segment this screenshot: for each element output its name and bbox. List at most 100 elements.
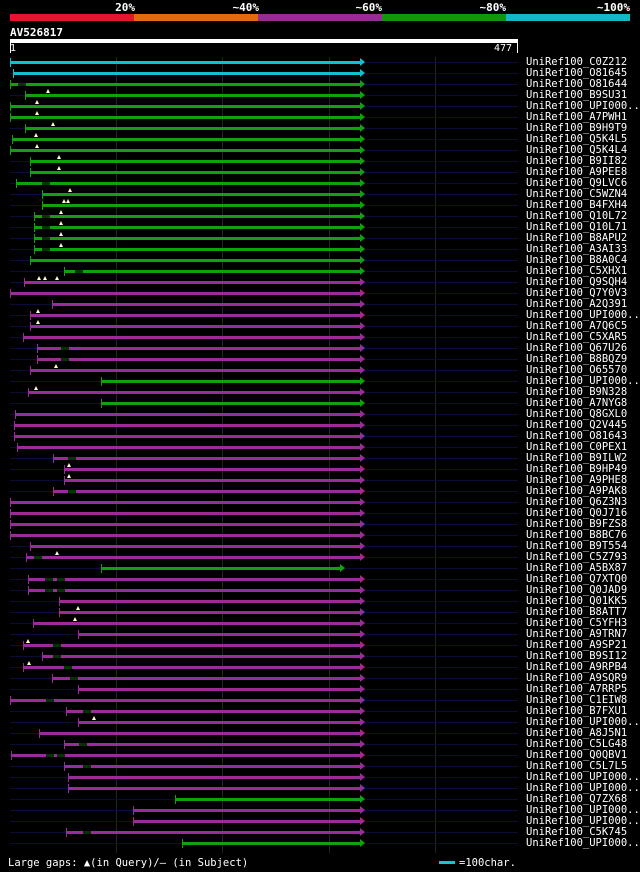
hit-row[interactable]: UniRef100_B8BQZ9 (0, 353, 640, 365)
hit-label[interactable]: UniRef100_B8BQZ9 (526, 353, 628, 365)
hit-bar[interactable] (14, 435, 360, 438)
hit-label[interactable]: UniRef100_B9FZS8 (526, 518, 628, 530)
hit-row[interactable]: UniRef100_C0PEX1 (0, 441, 640, 453)
hit-label[interactable]: UniRef100_A9TRN7 (526, 628, 628, 640)
hit-row[interactable]: UniRef100_A7RRP5 (0, 683, 640, 695)
hit-bar[interactable] (10, 534, 360, 537)
hit-bar[interactable] (14, 424, 360, 427)
hit-row[interactable]: UniRef100_C1EIW8 (0, 694, 640, 706)
hit-row[interactable]: UniRef100_Q67U26 (0, 342, 640, 354)
hit-label[interactable]: UniRef100_A9PHE8 (526, 474, 628, 486)
hit-bar[interactable] (10, 83, 360, 86)
hit-bar[interactable] (34, 248, 360, 251)
hit-row[interactable]: UniRef100_Q5K4L5 (0, 133, 640, 145)
hit-bar[interactable] (23, 336, 360, 339)
hit-row[interactable]: UniRef100_B9II82 (0, 155, 640, 167)
hit-bar[interactable] (63, 479, 360, 482)
hit-bar[interactable] (10, 105, 360, 108)
hit-row[interactable]: UniRef100_Q0QBV1 (0, 749, 640, 761)
hit-bar[interactable] (10, 523, 360, 526)
hit-row[interactable]: UniRef100_A3AI33 (0, 243, 640, 255)
hit-label[interactable]: UniRef100_Q0QBV1 (526, 749, 628, 761)
hit-row[interactable]: UniRef100_Q9SQH4 (0, 276, 640, 288)
hit-label[interactable]: UniRef100_B8BC76 (526, 529, 628, 541)
hit-row[interactable]: UniRef100_A9PEE8 (0, 166, 640, 178)
hit-bar[interactable] (10, 292, 360, 295)
hit-row[interactable]: UniRef100_Q0JAD9 (0, 584, 640, 596)
hit-row[interactable]: UniRef100_C5Z793 (0, 551, 640, 563)
hit-row[interactable]: UniRef100_A5BX87 (0, 562, 640, 574)
hit-bar[interactable] (29, 171, 360, 174)
hit-label[interactable]: UniRef100_A9PAK8 (526, 485, 628, 497)
hit-label[interactable]: UniRef100_Q7Y0V3 (526, 287, 628, 299)
hit-bar[interactable] (34, 226, 360, 229)
hit-label[interactable]: UniRef100_Q7ZX68 (526, 793, 628, 805)
hit-label[interactable]: UniRef100_UPI000.. (526, 782, 640, 794)
hit-label[interactable]: UniRef100_B9II82 (526, 155, 628, 167)
hit-row[interactable]: UniRef100_UPI000.. (0, 100, 640, 112)
hit-label[interactable]: UniRef100_A9PEE8 (526, 166, 628, 178)
hit-row[interactable]: UniRef100_A9SQR9 (0, 672, 640, 684)
hit-row[interactable]: UniRef100_B9SU31 (0, 89, 640, 101)
hit-row[interactable]: UniRef100_B8APU2 (0, 232, 640, 244)
hit-bar[interactable] (15, 182, 360, 185)
hit-label[interactable]: UniRef100_UPI000.. (526, 837, 640, 849)
hit-bar[interactable] (101, 567, 341, 570)
hit-label[interactable]: UniRef100_UPI000.. (526, 815, 640, 827)
hit-label[interactable]: UniRef100_B9ILW2 (526, 452, 628, 464)
hit-label[interactable]: UniRef100_Q67U26 (526, 342, 628, 354)
hit-bar[interactable] (101, 402, 360, 405)
hit-bar[interactable] (37, 347, 360, 350)
hit-row[interactable]: UniRef100_C5XHX1 (0, 265, 640, 277)
hit-row[interactable]: UniRef100_O81644 (0, 78, 640, 90)
hit-label[interactable]: UniRef100_B4FXH4 (526, 199, 628, 211)
hit-bar[interactable] (132, 820, 360, 823)
hit-row[interactable]: UniRef100_UPI000.. (0, 837, 640, 849)
hit-label[interactable]: UniRef100_UPI000.. (526, 309, 640, 321)
hit-bar[interactable] (32, 622, 360, 625)
hit-label[interactable]: UniRef100_A9SP21 (526, 639, 628, 651)
hit-bar[interactable] (52, 457, 360, 460)
hit-label[interactable]: UniRef100_Q7XTQ0 (526, 573, 628, 585)
hit-row[interactable]: UniRef100_UPI000.. (0, 804, 640, 816)
hit-row[interactable]: UniRef100_B7FXU1 (0, 705, 640, 717)
hit-bar[interactable] (15, 413, 360, 416)
hit-bar[interactable] (42, 193, 360, 196)
hit-row[interactable]: UniRef100_B9N328 (0, 386, 640, 398)
hit-label[interactable]: UniRef100_B7FXU1 (526, 705, 628, 717)
hit-label[interactable]: UniRef100_O65570 (526, 364, 628, 376)
hit-row[interactable]: UniRef100_UPI000.. (0, 782, 640, 794)
hit-label[interactable]: UniRef100_B8ATT7 (526, 606, 628, 618)
hit-bar[interactable] (63, 468, 360, 471)
hit-bar[interactable] (68, 776, 360, 779)
hit-label[interactable]: UniRef100_Q01KK5 (526, 595, 628, 607)
hit-bar[interactable] (77, 721, 360, 724)
hit-label[interactable]: UniRef100_Q0JAD9 (526, 584, 628, 596)
hit-label[interactable]: UniRef100_Q10L71 (526, 221, 628, 233)
hit-label[interactable]: UniRef100_Q10L72 (526, 210, 628, 222)
hit-bar[interactable] (65, 831, 360, 834)
hit-row[interactable]: UniRef100_B4FXH4 (0, 199, 640, 211)
hit-bar[interactable] (29, 259, 360, 262)
hit-row[interactable]: UniRef100_B8ATT7 (0, 606, 640, 618)
hit-bar[interactable] (12, 72, 360, 75)
hit-bar[interactable] (10, 61, 360, 64)
hit-row[interactable]: UniRef100_Q5K4L4 (0, 144, 640, 156)
hit-label[interactable]: UniRef100_A7PWH1 (526, 111, 628, 123)
hit-label[interactable]: UniRef100_UPI000.. (526, 804, 640, 816)
hit-row[interactable]: UniRef100_O65570 (0, 364, 640, 376)
hit-row[interactable]: UniRef100_Q8GXL0 (0, 408, 640, 420)
hit-bar[interactable] (51, 677, 360, 680)
hit-row[interactable]: UniRef100_UPI000.. (0, 771, 640, 783)
hit-row[interactable]: UniRef100_B9HP49 (0, 463, 640, 475)
hit-bar[interactable] (10, 501, 360, 504)
hit-row[interactable]: UniRef100_B9FZS8 (0, 518, 640, 530)
hit-bar[interactable] (12, 138, 360, 141)
hit-label[interactable]: UniRef100_Q5K4L4 (526, 144, 628, 156)
hit-label[interactable]: UniRef100_C5Z793 (526, 551, 628, 563)
hit-label[interactable]: UniRef100_A7NYG8 (526, 397, 628, 409)
hit-row[interactable]: UniRef100_Q6Z3N3 (0, 496, 640, 508)
hit-bar[interactable] (11, 754, 360, 757)
hit-row[interactable]: UniRef100_B9T554 (0, 540, 640, 552)
hit-label[interactable]: UniRef100_C5WZN4 (526, 188, 628, 200)
